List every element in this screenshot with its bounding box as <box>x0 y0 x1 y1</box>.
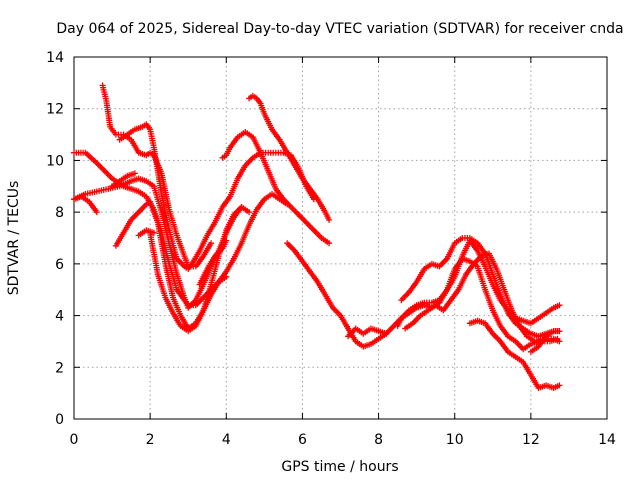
x-tick-label: 6 <box>298 432 307 448</box>
plot-frame <box>73 56 608 420</box>
y-tick-label: 0 <box>55 412 64 428</box>
data-point <box>556 302 563 309</box>
data-series <box>71 82 563 391</box>
data-point <box>556 328 563 335</box>
series-track-19 <box>527 328 563 355</box>
y-tick-label: 10 <box>46 153 64 169</box>
data-point <box>326 240 333 247</box>
y-axis-label: SDTVAR / TECUs <box>6 181 22 296</box>
y-tick-labels: 0 2 4 6 8 10 12 14 <box>46 50 64 428</box>
y-tick-label: 4 <box>55 309 64 325</box>
series-track-10 <box>196 237 230 288</box>
series-track-18 <box>466 317 563 391</box>
y-tick-label: 2 <box>55 360 64 376</box>
series-track-7 <box>109 170 138 190</box>
data-point <box>93 209 100 216</box>
x-tick-label: 14 <box>598 432 616 448</box>
x-tick-label: 12 <box>522 432 540 448</box>
series-track-13 <box>284 240 563 353</box>
x-tick-label: 8 <box>374 432 383 448</box>
data-point <box>326 216 333 223</box>
data-point <box>223 237 230 244</box>
data-point <box>383 330 390 337</box>
series-track-14 <box>345 325 390 340</box>
data-point <box>208 240 215 247</box>
series-track-17 <box>402 250 561 345</box>
series-track-3 <box>71 193 100 216</box>
x-tick-label: 0 <box>70 432 79 448</box>
data-point <box>246 209 253 216</box>
y-tick-label: 8 <box>55 205 64 221</box>
x-tick-labels: 0 2 4 6 8 10 12 14 <box>70 432 616 448</box>
y-tick-label: 14 <box>46 50 64 66</box>
data-point <box>131 170 138 177</box>
y-tick-label: 6 <box>55 257 64 273</box>
series-track-9 <box>147 204 253 335</box>
chart-title: Day 064 of 2025, Sidereal Day-to-day VTE… <box>56 21 623 37</box>
series-track-2 <box>71 175 245 311</box>
x-tick-label: 10 <box>446 432 464 448</box>
y-tick-label: 12 <box>46 102 64 118</box>
x-axis-label: GPS time / hours <box>281 459 398 475</box>
data-point <box>556 382 563 389</box>
x-tick-label: 4 <box>222 432 231 448</box>
axis-ticks <box>73 56 608 420</box>
series-track-12 <box>246 92 333 223</box>
x-tick-label: 2 <box>146 432 155 448</box>
data-point <box>554 335 561 342</box>
series-track-11 <box>219 129 333 247</box>
